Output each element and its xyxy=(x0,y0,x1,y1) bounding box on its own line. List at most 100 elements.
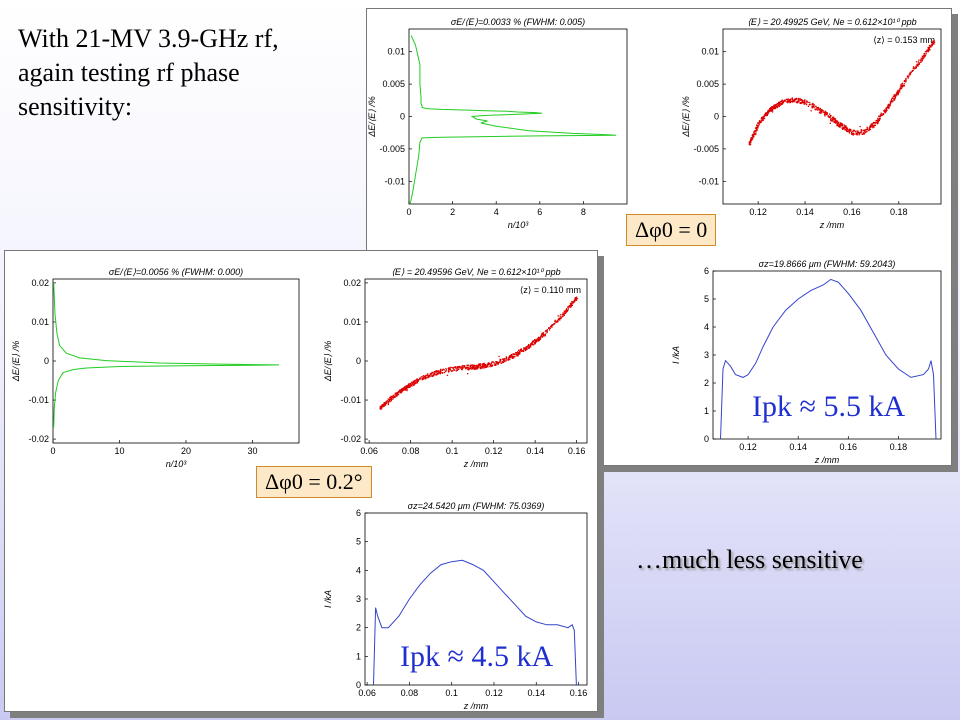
back_scatter-point xyxy=(921,59,923,61)
front_scatter-point xyxy=(573,300,575,302)
front_scatter-point xyxy=(475,367,477,369)
back_scatter-point xyxy=(843,124,845,126)
back_scatter-point xyxy=(915,61,918,63)
front_scatter-point xyxy=(467,373,469,375)
back_scatter-ytick-label: -0.01 xyxy=(698,176,719,186)
back_scatter-point xyxy=(893,98,895,100)
front_scatter-point xyxy=(504,358,506,360)
front_scatter-point xyxy=(399,392,401,394)
back_scatter-point xyxy=(890,99,893,101)
back_scatter-point xyxy=(781,102,784,104)
back_scatter-point xyxy=(885,111,887,113)
back_current-xtick-label: 0.18 xyxy=(890,442,908,452)
back_scatter-point xyxy=(888,105,891,107)
front_scatter-point xyxy=(380,406,382,409)
front_scatter-point xyxy=(546,332,548,334)
front_scatter-point xyxy=(476,366,478,368)
front_scatter-point xyxy=(406,386,408,388)
back_scatter-point xyxy=(913,67,915,69)
front_scatter-ylabel: ΔE/⟨E⟩ /% xyxy=(323,341,333,383)
front_scatter-point xyxy=(431,371,434,374)
back_scatter-point xyxy=(829,116,832,118)
back_scatter-point xyxy=(921,60,923,62)
front_scatter-point xyxy=(544,334,546,336)
front_current-xtick-label: 0.1 xyxy=(445,688,458,698)
front_scatter-point xyxy=(427,373,429,375)
back_scatter-point xyxy=(753,135,755,138)
back_scatter-point xyxy=(827,115,829,117)
back_scatter-point xyxy=(933,43,935,45)
front_scatter-point xyxy=(432,374,434,376)
front_scatter-point xyxy=(459,367,462,369)
back_scatter-point xyxy=(796,101,798,103)
front_scatter-point xyxy=(379,405,381,408)
back_scatter-point xyxy=(755,128,758,130)
back_scatter-point xyxy=(920,57,922,59)
back_hist-series-line xyxy=(409,35,617,205)
front_scatter-point xyxy=(554,321,556,323)
front_scatter-point xyxy=(520,348,522,350)
front_scatter-point xyxy=(466,364,468,367)
back_scatter-point xyxy=(882,112,885,115)
back_scatter-point xyxy=(928,46,930,49)
back_scatter-point xyxy=(851,131,853,134)
front_scatter-point xyxy=(389,397,392,399)
front_scatter-point xyxy=(491,364,494,366)
front_scatter-point xyxy=(395,394,398,396)
back_scatter-point xyxy=(870,126,872,129)
front_scatter-point xyxy=(423,375,426,377)
front_scatter-point xyxy=(379,408,382,410)
front_scatter-point xyxy=(463,366,466,368)
back_scatter-point xyxy=(795,99,797,101)
back_scatter-point xyxy=(800,101,803,103)
front_scatter-point xyxy=(486,365,488,367)
back_scatter-point xyxy=(818,112,821,114)
back_scatter-point xyxy=(767,112,770,114)
front_scatter-point xyxy=(403,389,405,391)
back_scatter-frame xyxy=(722,28,942,205)
back_scatter-point xyxy=(903,83,905,85)
front_scatter-point xyxy=(411,384,413,386)
back_scatter-point xyxy=(929,46,931,48)
back_scatter-point xyxy=(836,123,838,125)
back_scatter-point xyxy=(819,111,821,113)
back_scatter-point xyxy=(758,122,760,124)
back_scatter-point xyxy=(816,107,818,110)
front_scatter-point xyxy=(546,331,548,333)
front_scatter-point xyxy=(407,384,409,386)
front_scatter-point xyxy=(559,319,561,321)
front_hist-xtick-label: 10 xyxy=(114,446,124,456)
front_scatter-point xyxy=(574,300,576,302)
front_scatter-point xyxy=(423,376,425,379)
back_scatter-point xyxy=(842,126,844,128)
back_scatter-point xyxy=(773,105,775,107)
front_scatter-point xyxy=(559,315,561,317)
back_scatter-point xyxy=(806,103,808,105)
back_scatter-point xyxy=(765,115,767,117)
back_hist-xtick-label: 4 xyxy=(494,207,499,217)
back_scatter-point xyxy=(912,67,914,69)
back_scatter-point xyxy=(768,110,770,112)
back_scatter-xtick-label: 0.18 xyxy=(890,207,908,217)
back_scatter-point xyxy=(750,137,753,139)
front_scatter-point xyxy=(422,375,425,377)
back_scatter-point xyxy=(855,133,857,135)
front_scatter-point xyxy=(386,400,389,402)
front_scatter-point xyxy=(480,366,482,368)
front_scatter-point xyxy=(572,301,574,303)
back_scatter-point xyxy=(851,133,854,135)
front_scatter-point xyxy=(491,365,493,368)
back_scatter-point xyxy=(879,116,881,118)
back_current-series-line xyxy=(720,278,937,440)
back_scatter-point xyxy=(880,114,883,117)
back_scatter-point xyxy=(844,126,847,128)
back_scatter-point xyxy=(800,98,802,100)
back_scatter-point xyxy=(919,61,921,63)
back_scatter-point xyxy=(916,64,918,67)
front_scatter-point xyxy=(382,406,384,408)
back_scatter-point xyxy=(780,104,782,106)
back_scatter-point xyxy=(912,66,915,68)
back_scatter-point xyxy=(846,129,848,132)
back_scatter-point xyxy=(866,131,868,133)
back_scatter-point xyxy=(897,91,899,94)
